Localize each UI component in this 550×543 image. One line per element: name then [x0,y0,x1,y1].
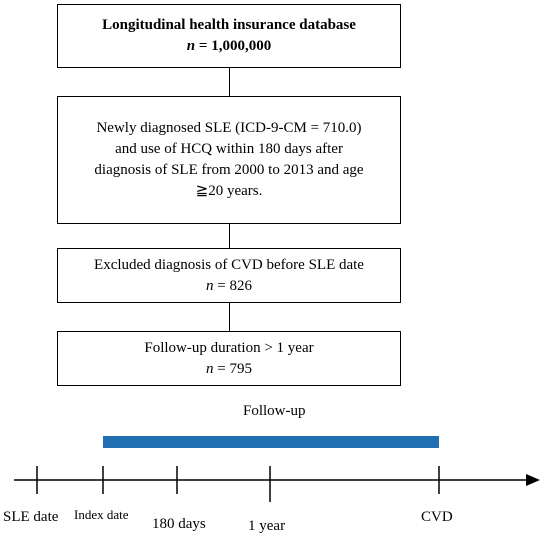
inclusion-line-3: diagnosis of SLE from 2000 to 2013 and a… [94,162,364,178]
connector-3 [229,303,230,331]
timeline-arrowhead [526,474,540,486]
inclusion-box: Newly diagnosed SLE (ICD-9-CM = 710.0) a… [57,96,401,224]
followup-box: Follow-up duration > 1 year n = 795 [57,331,401,386]
database-box: Longitudinal health insurance database n… [57,4,401,68]
followup-count: n = 795 [206,360,252,377]
tick-label-180-days: 180 days [152,516,206,532]
followup-label: Follow-up [243,403,306,419]
tick-label-1-year: 1 year [248,518,286,534]
exclusion-count: n = 826 [206,277,252,294]
exclusion-box: Excluded diagnosis of CVD before SLE dat… [57,248,401,303]
database-count: n = 1,000,000 [186,38,272,54]
connector-1 [229,68,230,96]
tick-label-index-date: Index date [74,507,129,522]
followup-text: Follow-up duration > 1 year [144,339,314,356]
inclusion-line-1: Newly diagnosed SLE (ICD-9-CM = 710.0) [96,120,362,136]
inclusion-line-4: ≧20 years. [195,183,263,199]
followup-bar [103,436,439,448]
tick-label-cvd: CVD [421,509,453,525]
connector-2 [229,224,230,248]
tick-label-sle-date: SLE date [3,509,59,525]
exclusion-text: Excluded diagnosis of CVD before SLE dat… [94,256,364,273]
database-title: Longitudinal health insurance database [102,17,356,33]
inclusion-line-2: and use of HCQ within 180 days after [115,141,343,157]
